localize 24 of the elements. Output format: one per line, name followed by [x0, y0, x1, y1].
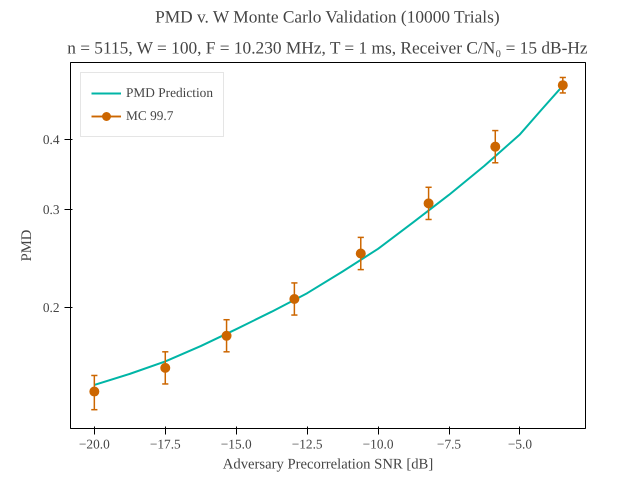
x-tick-label: −10.0	[362, 436, 394, 452]
x-tick-label: −7.5	[436, 436, 462, 452]
y-tick-label: 0.2	[42, 300, 60, 315]
x-tick-label: −15.0	[220, 436, 252, 452]
chart-title: PMD v. W Monte Carlo Validation (10000 Trials)	[155, 8, 500, 26]
point	[289, 294, 300, 304]
legend-label: PMD Prediction	[126, 85, 214, 101]
point	[356, 248, 366, 258]
x-tick-label: −5.0	[508, 436, 532, 452]
legend-label: MC 99.7	[126, 108, 174, 124]
point	[424, 198, 434, 208]
x-tick-label: −17.5	[150, 436, 182, 452]
point	[160, 362, 170, 373]
x-tick-label: −20.0	[78, 436, 110, 452]
point	[490, 142, 500, 152]
point	[222, 330, 232, 341]
y-tick-label: 0.4	[42, 132, 60, 148]
y-axis-title: PMD	[18, 230, 35, 262]
x-axis-title: Adversary Precorrelation SNR [dB]	[222, 456, 434, 472]
chart-subtitle: n = 5115, W = 100, F = 10.230 MHz, T = 1 ms, Receiver C/N₀ = 15 dB-Hz	[67, 38, 588, 58]
y-tick-label: 0.3	[42, 202, 60, 217]
point	[558, 80, 568, 90]
x-tick-label: −12.5	[292, 436, 323, 452]
point	[89, 386, 100, 397]
